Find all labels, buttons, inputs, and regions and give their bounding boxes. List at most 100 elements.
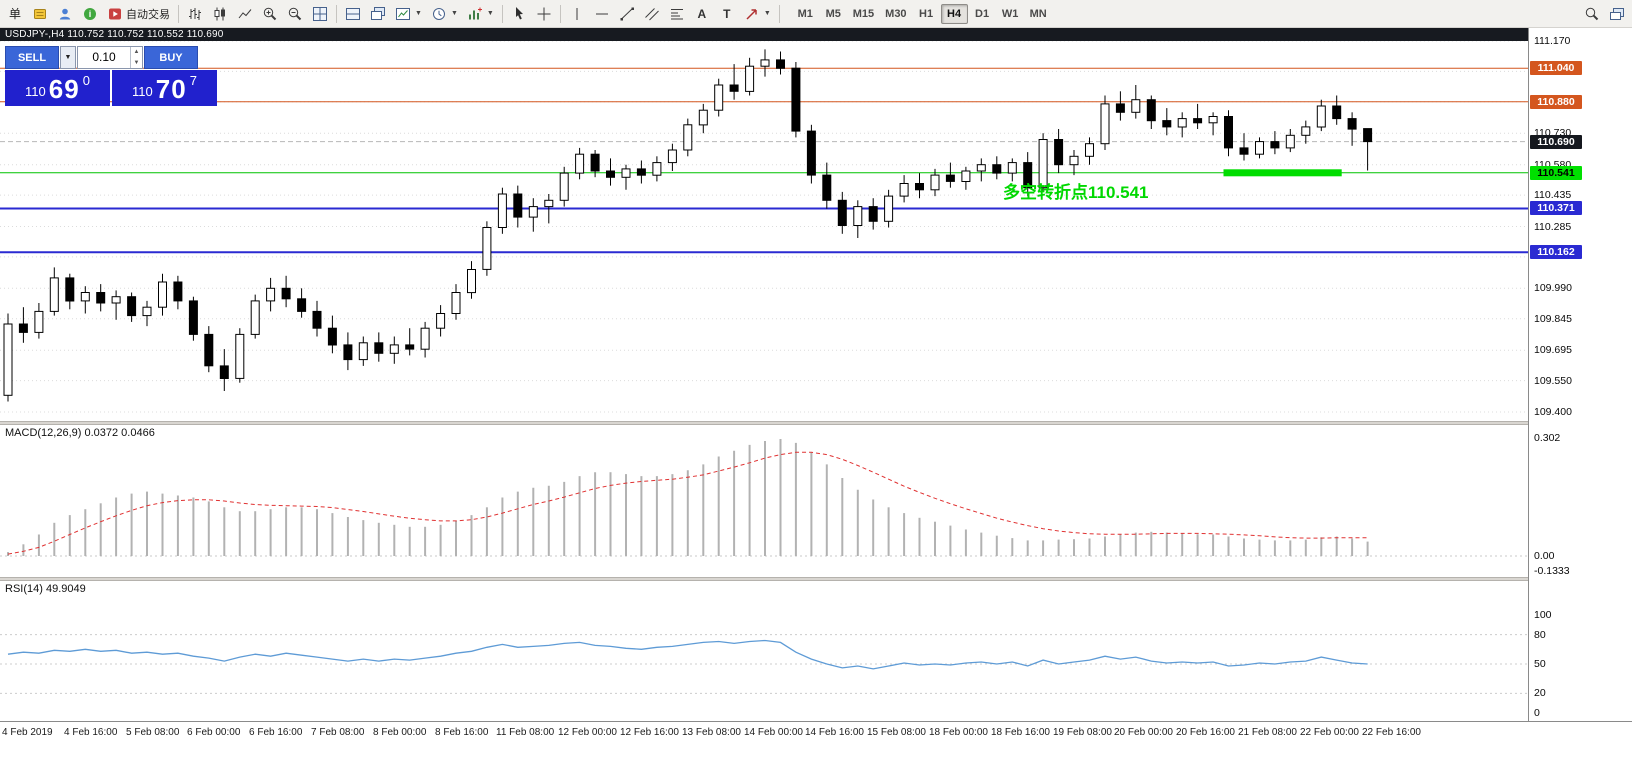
profiles-button[interactable]: ▼ [427, 3, 462, 25]
autotrading-icon [109, 8, 121, 19]
user-icon [59, 8, 71, 19]
trendline-tool-button[interactable] [615, 3, 639, 25]
time-axis-label: 8 Feb 16:00 [435, 727, 489, 738]
autotrading-label: 自动交易 [126, 8, 170, 21]
sell-price-pip: 0 [82, 73, 90, 88]
svg-text:i: i [89, 9, 92, 19]
timeframe-h1[interactable]: H1 [919, 7, 934, 20]
vertical-line-tool-button[interactable] [565, 3, 589, 25]
horizontal-line-icon [595, 13, 608, 14]
zoom-in-button[interactable] [258, 3, 282, 25]
channel-tool-button[interactable] [640, 3, 664, 25]
time-axis-label: 6 Feb 00:00 [187, 727, 241, 738]
timeframe-mn[interactable]: MN [1029, 7, 1047, 20]
sell-price-bigfigure: 110 [25, 84, 46, 99]
cursor-button[interactable] [507, 3, 531, 25]
channel-icon [644, 7, 659, 20]
sell-price-display[interactable]: 110 69 0 [5, 70, 110, 106]
zoom-out-icon [288, 7, 302, 20]
timeframe-m30[interactable]: M30 [885, 7, 907, 20]
zoom-out-button[interactable] [283, 3, 307, 25]
fibonacci-tool-button[interactable] [665, 3, 689, 25]
panel-splitter-macd[interactable] [0, 421, 1528, 425]
toolbar: 单 i 自动交易 ▼ ▼ ▼ A T ▼ M1 M5 M15 M30 H1 H4 D1 W1 M… [0, 0, 1632, 28]
search-button[interactable] [1580, 3, 1604, 25]
toolbar-separator [336, 4, 337, 23]
clock-icon [432, 7, 445, 20]
sell-button[interactable]: SELL [5, 46, 59, 69]
spinner-up-icon[interactable]: ▲ [133, 49, 140, 56]
time-axis[interactable]: 4 Feb 2019 4 Feb 16:00 5 Feb 08:00 6 Feb 00… [0, 721, 1632, 744]
rsi-axis-label: 100 [1534, 609, 1552, 621]
lot-size-input[interactable]: 0.10 ▲ ▼ [77, 46, 143, 69]
panel-splitter-rsi[interactable] [0, 577, 1528, 581]
price-axis-label: 109.400 [1534, 406, 1572, 418]
time-axis-label: 18 Feb 16:00 [991, 727, 1050, 738]
order-type-dropdown[interactable]: ▼ [60, 46, 76, 69]
time-axis-label: 20 Feb 00:00 [1114, 727, 1173, 738]
autotrading-button[interactable]: 自动交易 [103, 3, 174, 25]
time-axis-label: 13 Feb 08:00 [682, 727, 741, 738]
zoom-in-icon [263, 7, 277, 20]
help-icon: i [84, 7, 96, 20]
time-axis-label: 21 Feb 08:00 [1238, 727, 1297, 738]
price-chart-canvas[interactable]: 多空转折点110.541 [0, 41, 1528, 421]
time-axis-label: 12 Feb 00:00 [558, 727, 617, 738]
macd-axis-label: -0.1333 [1534, 565, 1570, 577]
timeframe-d1[interactable]: D1 [975, 7, 990, 20]
tile-windows-button[interactable] [308, 3, 332, 25]
lot-size-value: 0.10 [92, 50, 116, 64]
crosshair-button[interactable] [532, 3, 556, 25]
time-axis-label: 4 Feb 2019 [2, 727, 53, 738]
buy-button[interactable]: BUY [144, 46, 198, 69]
buy-price-main: 70 [155, 74, 187, 104]
toolbar-separator [778, 4, 780, 23]
line-chart-button[interactable] [233, 3, 257, 25]
price-axis-label: 111.170 [1534, 35, 1571, 47]
price-axis[interactable]: 111.170 110.730 110.580 110.435 110.285 109.9… [1528, 28, 1632, 721]
text-tool-icon: A [697, 6, 707, 21]
timeframe-m1[interactable]: M1 [797, 7, 813, 20]
timeframe-m5[interactable]: M5 [825, 7, 841, 20]
timeframe-group: M1 M5 M15 M30 H1 H4 D1 W1 MN [792, 3, 1052, 24]
chevron-down-icon: ▼ [450, 10, 458, 17]
label-tool-button[interactable]: T [715, 3, 739, 25]
arrange-windows-button[interactable] [341, 3, 365, 25]
orders-button[interactable] [28, 3, 52, 25]
cascade-windows-button[interactable] [366, 3, 390, 25]
accounts-button[interactable] [53, 3, 77, 25]
time-axis-label: 11 Feb 08:00 [496, 727, 555, 738]
help-button[interactable]: i [78, 3, 102, 25]
time-axis-label: 12 Feb 16:00 [620, 727, 679, 738]
new-chart-button[interactable]: ▼ [391, 3, 426, 25]
arrow-icon [746, 8, 757, 20]
rsi-panel-canvas[interactable] [0, 581, 1528, 721]
price-axis-label: 110.435 [1534, 189, 1572, 201]
horizontal-line-tool-button[interactable] [590, 3, 614, 25]
candlestick-chart-button[interactable] [208, 3, 232, 25]
macd-axis-label: 0.00 [1534, 550, 1555, 562]
toolbar-separator [178, 4, 179, 23]
buy-price-display[interactable]: 110 70 7 [112, 70, 217, 106]
macd-panel-canvas[interactable] [0, 425, 1528, 577]
timeframe-h4[interactable]: H4 [940, 3, 968, 24]
timeframe-m15[interactable]: M15 [852, 7, 875, 20]
pivot-annotation: 多空转折点110.541 [1003, 182, 1149, 202]
timeframe-w1[interactable]: W1 [1001, 7, 1019, 20]
rsi-axis-label: 80 [1534, 629, 1546, 641]
arrows-tool-button[interactable]: ▼ [740, 3, 775, 25]
window-layout-button[interactable] [1605, 3, 1629, 25]
toolbar-separator [559, 4, 561, 23]
sell-price-main: 69 [48, 74, 80, 104]
spinner-down-icon[interactable]: ▼ [133, 59, 140, 66]
label-tool-icon: T [723, 6, 731, 21]
price-axis-label: 110.730 [1534, 127, 1572, 139]
text-tool-button[interactable]: A [690, 3, 714, 25]
bar-chart-button[interactable] [183, 3, 207, 25]
lot-size-stepper[interactable]: ▲ ▼ [130, 47, 142, 68]
time-axis-label: 14 Feb 16:00 [805, 727, 864, 738]
indicators-button[interactable]: ▼ [463, 3, 498, 25]
time-axis-label: 22 Feb 16:00 [1362, 727, 1421, 738]
new-order-button[interactable]: 单 [3, 3, 27, 25]
